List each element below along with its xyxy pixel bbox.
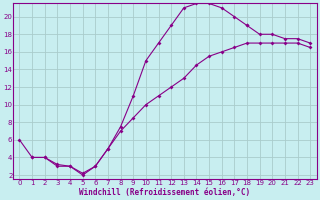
X-axis label: Windchill (Refroidissement éolien,°C): Windchill (Refroidissement éolien,°C) — [79, 188, 251, 197]
